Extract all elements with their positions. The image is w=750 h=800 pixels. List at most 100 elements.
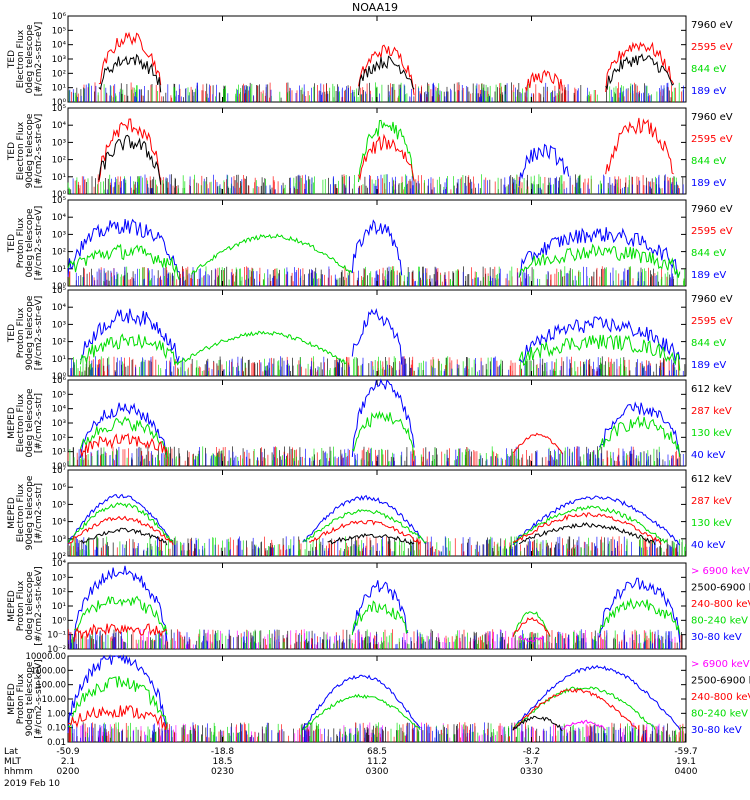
- series-trace: [67, 243, 180, 280]
- legend-entry: 2500-6900 keV: [691, 676, 750, 687]
- y-tick-label: 10³: [52, 419, 66, 429]
- y-tick-label: 10⁶: [52, 376, 67, 386]
- panel-frame: [67, 469, 687, 557]
- y-tick-label: 10¹: [52, 602, 66, 612]
- y-tick-label: 10²: [52, 69, 66, 79]
- series-trace: [79, 308, 180, 364]
- y-tick-label: 10³: [52, 573, 66, 583]
- x-tick-label: 0330: [520, 767, 543, 777]
- legend-entry: 189 eV: [691, 178, 726, 189]
- y-tick-label: 10⁰: [52, 98, 67, 108]
- series-trace: [512, 611, 551, 637]
- series-trace: [351, 410, 415, 460]
- series-trace: [512, 715, 563, 732]
- series-trace: [512, 616, 551, 638]
- y-axis-label: TED: [7, 50, 17, 69]
- y-tick-label: 10000.00: [25, 652, 66, 662]
- legend-entry: 844 eV: [691, 156, 726, 167]
- series-noise: [69, 446, 670, 466]
- series-noise: [72, 174, 684, 194]
- date-label: 2019 Feb 10: [4, 779, 60, 789]
- series-trace: [358, 133, 415, 182]
- legend-entry: 2595 eV: [691, 316, 733, 327]
- series-trace: [73, 595, 168, 635]
- series-trace: [98, 31, 162, 86]
- series-trace: [599, 577, 681, 643]
- x-tick-label: -59.7: [674, 747, 697, 757]
- y-tick-label: 10²: [52, 552, 66, 562]
- y-tick-label: 100.00: [36, 681, 66, 691]
- legend-entry: 7960 eV: [691, 294, 733, 305]
- y-tick-label: 10⁰: [52, 190, 67, 200]
- y-tick-label: 10⁴: [52, 559, 67, 569]
- series-trace: [351, 378, 415, 457]
- y-axis-label: [#/cm2-s-str-keV]: [34, 566, 44, 645]
- legend-entry: 612 keV: [691, 474, 732, 485]
- y-tick-label: 10²: [52, 156, 66, 166]
- series-trace: [302, 693, 421, 731]
- series-trace: [518, 143, 570, 187]
- series-trace: [191, 233, 353, 275]
- series-trace: [67, 676, 168, 730]
- series-trace: [512, 432, 563, 455]
- legend-entry: 189 eV: [691, 360, 726, 371]
- series-noise: [75, 266, 673, 286]
- y-tick-label: 10⁵: [52, 104, 66, 114]
- x-tick-label: 68.5: [367, 747, 387, 757]
- series-noise: [70, 356, 684, 376]
- x-tick-label: 0300: [366, 767, 389, 777]
- series-trace: [518, 243, 681, 278]
- y-tick-label: 10⁵: [52, 196, 66, 206]
- y-tick-label: 10⁵: [52, 500, 66, 510]
- series-trace: [512, 664, 681, 730]
- series-trace: [512, 686, 656, 730]
- y-axis-label: TED: [7, 142, 17, 161]
- y-tick-label: 10²: [52, 338, 66, 348]
- series-trace: [512, 512, 662, 545]
- series-trace: [98, 118, 162, 183]
- series-trace: [73, 565, 168, 642]
- series-trace: [351, 308, 403, 365]
- legend-entry: > 6900 keV: [691, 566, 750, 577]
- y-tick-label: 10⁴: [52, 405, 67, 415]
- y-tick-label: 0.01: [47, 738, 66, 748]
- y-axis-label: Electron Flux: [16, 483, 26, 542]
- y-axis-label: 90deg telescope: [25, 661, 35, 736]
- series-trace: [605, 117, 674, 175]
- y-axis-label: MEPED: [7, 407, 17, 439]
- y-axis-label: [#/cm2-s-str-eV]: [34, 114, 44, 189]
- series-trace: [302, 509, 427, 544]
- y-axis-label: MEPED: [7, 497, 17, 529]
- series-noise: [76, 536, 679, 556]
- x-tick-label: 2.1: [61, 757, 75, 767]
- legend-entry: 844 eV: [691, 248, 726, 259]
- series-trace: [518, 227, 681, 278]
- legend-entry: 189 eV: [691, 270, 726, 281]
- legend-entry: > 6900 keV: [691, 659, 750, 670]
- y-axis-label: 0deg telescope: [25, 388, 35, 458]
- series-trace: [73, 623, 168, 642]
- y-tick-label: 10⁴: [52, 213, 67, 223]
- series-trace: [599, 401, 681, 456]
- y-tick-label: 10²: [52, 588, 66, 598]
- series-noise: [75, 266, 687, 286]
- y-tick-label: 10⁻¹: [47, 631, 66, 641]
- y-axis-label: Electron Flux: [16, 29, 26, 88]
- legend-entry: 189 eV: [691, 86, 726, 97]
- legend-entry: 40 keV: [691, 450, 725, 461]
- y-axis-label: [#/cm2-s-str-eV]: [34, 206, 44, 281]
- panel-8: 0.01 0.10 1.00 10.00 100.00 1000.00 10000.00 ME…: [7, 652, 750, 748]
- series-trace: [80, 527, 168, 546]
- y-tick-label: 0.10: [47, 724, 66, 734]
- legend-entry: 287 keV: [691, 496, 732, 507]
- y-tick-label: 10⁴: [52, 518, 67, 528]
- y-axis-label: Proton Flux: [16, 580, 26, 631]
- panel-7: 10⁻² 10⁻¹ 10⁰ 10¹ 10² 10³ 10⁴ MEPED Proton Flux 0…: [7, 559, 750, 655]
- series-noise: [73, 82, 684, 102]
- y-tick-label: 1.00: [47, 709, 66, 719]
- series-trace: [512, 505, 668, 545]
- legend-entry: 130 keV: [691, 518, 732, 529]
- y-tick-label: 10⁴: [52, 303, 67, 313]
